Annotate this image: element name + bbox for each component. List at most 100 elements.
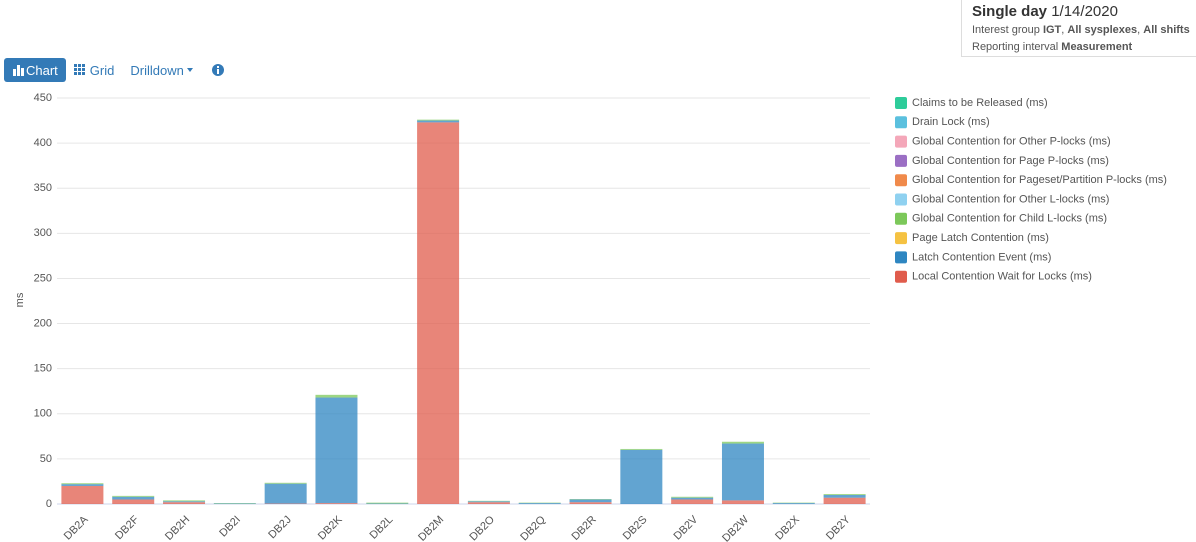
- legend-swatch: [895, 97, 907, 109]
- sep: ,: [1061, 24, 1068, 36]
- legend-swatch: [895, 251, 907, 264]
- x-tick-label: DB2H: [163, 514, 192, 542]
- bar-segment: [772, 503, 815, 504]
- y-tick-label: 400: [34, 137, 52, 149]
- bar-segment: [417, 122, 460, 505]
- legend-label: Global Contention for Child L-locks (ms): [912, 213, 1107, 225]
- bar-segment: [417, 120, 460, 123]
- bar-segment: [61, 485, 104, 504]
- legend-label: Drain Lock (ms): [912, 116, 990, 128]
- value: IGT: [1042, 24, 1062, 36]
- label: Interest group: [972, 24, 1043, 36]
- legend-label: Global Contention for Other P-locks (ms): [912, 136, 1111, 148]
- bar-segment: [163, 501, 206, 503]
- legend-label: Global Contention for Pageset/Partition …: [912, 174, 1167, 186]
- bar-segment: [721, 443, 764, 501]
- sep: ,: [1137, 24, 1144, 36]
- bar-segment: [163, 502, 206, 504]
- y-axis-label: ms: [14, 292, 26, 307]
- x-tick-label: DB2O: [467, 513, 497, 542]
- value: All sysplexes: [1067, 24, 1138, 36]
- bar-segment: [569, 499, 612, 503]
- bar-segment: [417, 119, 460, 121]
- y-tick-label: 350: [34, 182, 52, 194]
- x-tick-label: DB2J: [266, 514, 294, 542]
- bar-segment: [467, 501, 510, 503]
- bar-segment: [61, 484, 104, 486]
- info-button[interactable]: [204, 58, 232, 82]
- x-tick-label: DB2I: [217, 514, 243, 540]
- y-tick-label: 200: [34, 317, 52, 329]
- title: Single day: [972, 3, 1048, 20]
- icon: [73, 64, 85, 75]
- bar-segment: [315, 394, 358, 398]
- toolbar: Chart Grid Drilldown: [4, 58, 232, 82]
- label: Reporting interval: [972, 41, 1062, 53]
- legend-swatch: [895, 174, 907, 187]
- y-tick-label: 100: [34, 408, 52, 420]
- x-tick-label: DB2L: [368, 514, 396, 542]
- bar-segment: [823, 494, 866, 495]
- grid-button[interactable]: Grid: [66, 58, 123, 82]
- y-tick-label: 0: [46, 498, 52, 510]
- legend-label: Global Contention for Other L-locks (ms): [912, 193, 1109, 205]
- bar-segment: [721, 500, 764, 504]
- x-tick-label: DB2W: [720, 513, 751, 542]
- bar-segment: [467, 502, 510, 504]
- label: Chart: [26, 62, 58, 78]
- bar-segment: [823, 494, 866, 498]
- legend-swatch: [895, 116, 907, 129]
- label: Grid: [89, 62, 115, 78]
- label: Drilldown: [130, 62, 184, 78]
- bar-segment: [61, 483, 104, 485]
- report-info: Single day 1/14/2020 Interest group IGT,…: [961, 0, 1196, 57]
- bar-segment: [112, 496, 155, 500]
- legend-swatch: [895, 232, 907, 245]
- y-tick-label: 150: [34, 363, 52, 375]
- x-tick-label: DB2V: [672, 513, 701, 542]
- bar-segment: [366, 502, 409, 504]
- legend-label: Page Latch Contention (ms): [912, 232, 1049, 244]
- legend-swatch: [895, 135, 907, 148]
- legend-swatch: [895, 193, 907, 206]
- bar-segment: [315, 503, 358, 504]
- y-tick-label: 450: [34, 92, 52, 104]
- bar-segment: [112, 499, 155, 504]
- legend-label: Latch Contention Event (ms): [912, 251, 1051, 263]
- legend-swatch: [895, 270, 907, 283]
- bar-segment: [721, 441, 764, 444]
- bar-segment: [518, 503, 561, 504]
- chart-button[interactable]: Chart: [4, 58, 66, 82]
- x-tick-label: DB2S: [621, 514, 650, 542]
- x-tick-label: DB2R: [569, 514, 598, 542]
- y-tick-label: 50: [40, 453, 52, 465]
- legend-swatch: [895, 154, 907, 167]
- interval-line: Reporting interval Measurement: [972, 39, 1190, 56]
- value: Measurement: [1061, 41, 1133, 53]
- x-tick-label: DB2K: [316, 513, 345, 542]
- x-tick-label: DB2X: [773, 513, 802, 542]
- value: All shifts: [1143, 24, 1190, 36]
- bar-segment: [264, 483, 307, 504]
- legend-label: Global Contention for Page P-locks (ms): [912, 155, 1109, 167]
- x-tick-label: DB2F: [113, 513, 142, 542]
- icon: [13, 65, 24, 76]
- legend-swatch: [895, 212, 907, 225]
- interest-line: Interest group IGT, All sysplexes, All s…: [972, 22, 1190, 39]
- bar-segment: [264, 482, 307, 484]
- bar-segment: [112, 495, 155, 497]
- bar-segment: [315, 397, 358, 504]
- x-tick-label: DB2Q: [518, 513, 548, 542]
- bar-segment: [823, 497, 866, 504]
- x-tick-label: DB2A: [62, 513, 91, 542]
- legend-label: Local Contention Wait for Locks (ms): [912, 271, 1092, 283]
- y-tick-label: 300: [34, 227, 52, 239]
- bar-segment: [620, 449, 663, 504]
- bar-segment: [671, 497, 714, 500]
- drilldown-button[interactable]: Drilldown: [122, 58, 203, 82]
- x-tick-label: DB2Y: [824, 513, 853, 542]
- icon: [211, 64, 224, 76]
- caret: [186, 68, 193, 72]
